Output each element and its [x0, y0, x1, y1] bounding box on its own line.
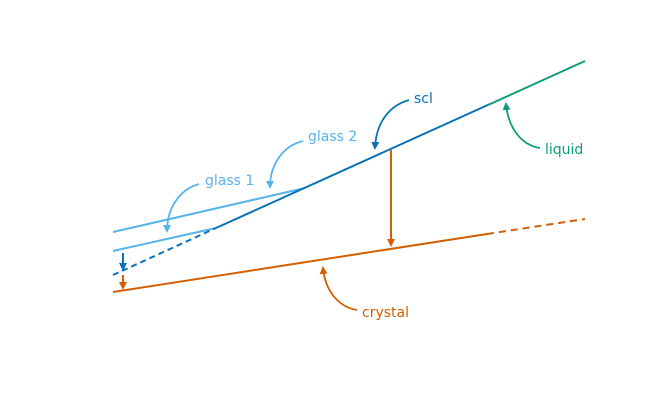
crystal-line-solid — [112, 233, 488, 293]
label-glass-2: glass 2 — [308, 129, 357, 145]
crystal-callout-arrow — [319, 266, 358, 311]
label-glass-1: glass 1 — [205, 173, 254, 189]
scl-callout-arrow — [371, 99, 410, 150]
crystal-line-dashed — [486, 218, 586, 235]
glass1-line — [112, 187, 306, 233]
label-scl: scl — [414, 91, 433, 107]
scl-line-dashed — [112, 227, 217, 276]
label-liquid: liquid — [545, 142, 583, 158]
glass1-callout-arrow — [163, 183, 200, 233]
label-crystal: crystal — [362, 305, 409, 321]
liquid-line — [487, 60, 586, 106]
scl-line-solid — [215, 103, 491, 229]
glass2-callout-arrow — [266, 140, 304, 189]
glass2-line — [112, 227, 217, 252]
liquid-callout-arrow — [502, 102, 541, 149]
